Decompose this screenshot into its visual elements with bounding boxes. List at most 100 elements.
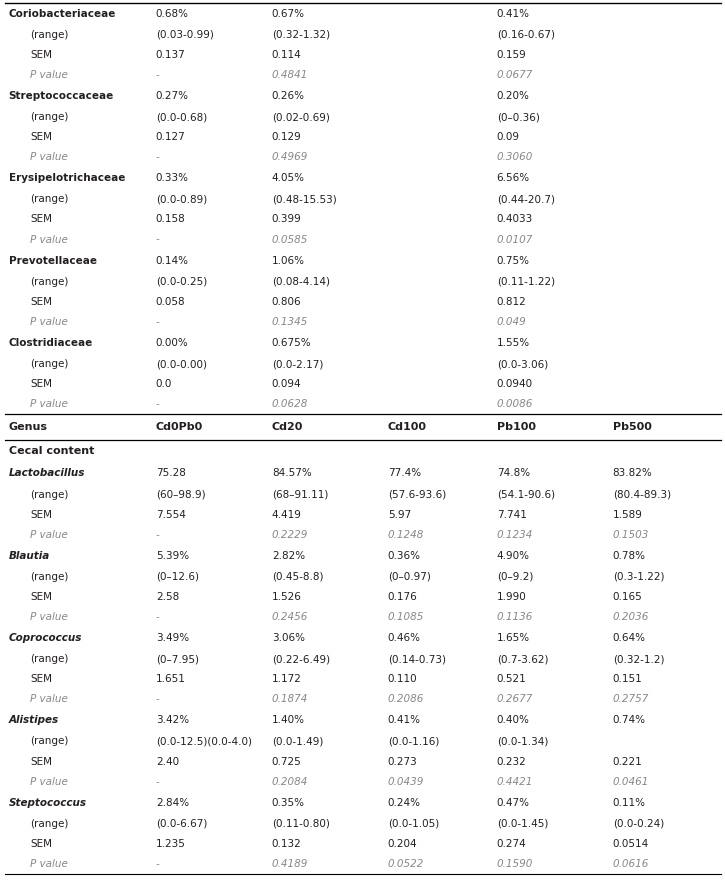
Text: 0.4189: 0.4189 xyxy=(272,859,308,869)
Text: (0.0-1.05): (0.0-1.05) xyxy=(388,818,439,829)
Text: 0.137: 0.137 xyxy=(156,50,186,60)
Text: 0.36%: 0.36% xyxy=(388,551,421,560)
Text: 0.521: 0.521 xyxy=(497,674,526,685)
Text: 0.399: 0.399 xyxy=(272,214,302,225)
Text: SEM: SEM xyxy=(30,297,52,307)
Text: (range): (range) xyxy=(30,490,69,500)
Text: -: - xyxy=(156,70,160,80)
Text: Streptococcaceae: Streptococcaceae xyxy=(9,91,114,101)
Text: 0.4033: 0.4033 xyxy=(497,214,533,225)
Text: Coprococcus: Coprococcus xyxy=(9,633,82,643)
Text: SEM: SEM xyxy=(30,214,52,225)
Text: (0–0.97): (0–0.97) xyxy=(388,572,431,581)
Text: 1.06%: 1.06% xyxy=(272,255,305,266)
Text: 74.8%: 74.8% xyxy=(497,469,530,478)
Text: 7.741: 7.741 xyxy=(497,509,526,520)
Text: SEM: SEM xyxy=(30,674,52,685)
Text: SEM: SEM xyxy=(30,50,52,60)
Text: (0.48-15.53): (0.48-15.53) xyxy=(272,195,336,204)
Text: 0.274: 0.274 xyxy=(497,839,526,848)
Text: 1.990: 1.990 xyxy=(497,592,526,602)
Text: 0.1874: 0.1874 xyxy=(272,694,308,704)
Text: 0.14%: 0.14% xyxy=(156,255,189,266)
Text: (0.11-1.22): (0.11-1.22) xyxy=(497,277,555,286)
Text: (0–7.95): (0–7.95) xyxy=(156,654,199,664)
Text: (0.0-0.68): (0.0-0.68) xyxy=(156,112,207,122)
Text: (0–9.2): (0–9.2) xyxy=(497,572,533,581)
Text: SEM: SEM xyxy=(30,839,52,848)
Text: 2.58: 2.58 xyxy=(156,592,179,602)
Text: 0.00%: 0.00% xyxy=(156,338,188,348)
Text: (range): (range) xyxy=(30,277,69,286)
Text: 0.049: 0.049 xyxy=(497,317,526,327)
Text: (0.08-4.14): (0.08-4.14) xyxy=(272,277,330,286)
Text: P value: P value xyxy=(30,70,68,80)
Text: 0.0514: 0.0514 xyxy=(613,839,649,848)
Text: Pb100: Pb100 xyxy=(497,422,536,433)
Text: 0.151: 0.151 xyxy=(613,674,642,685)
Text: 0.132: 0.132 xyxy=(272,839,302,848)
Text: (0.0-1.49): (0.0-1.49) xyxy=(272,737,323,746)
Text: (0–0.36): (0–0.36) xyxy=(497,112,539,122)
Text: (range): (range) xyxy=(30,737,69,746)
Text: 77.4%: 77.4% xyxy=(388,469,421,478)
Text: 0.41%: 0.41% xyxy=(388,715,421,725)
Text: 0.0: 0.0 xyxy=(156,379,173,389)
Text: 1.235: 1.235 xyxy=(156,839,186,848)
Text: 0.2456: 0.2456 xyxy=(272,612,308,622)
Text: SEM: SEM xyxy=(30,379,52,389)
Text: (60–98.9): (60–98.9) xyxy=(156,490,205,500)
Text: Cd20: Cd20 xyxy=(272,422,303,433)
Text: 0.1248: 0.1248 xyxy=(388,529,424,540)
Text: 83.82%: 83.82% xyxy=(613,469,652,478)
Text: (range): (range) xyxy=(30,30,69,40)
Text: Steptococcus: Steptococcus xyxy=(9,797,87,808)
Text: 0.273: 0.273 xyxy=(388,757,418,766)
Text: 0.0616: 0.0616 xyxy=(613,859,649,869)
Text: -: - xyxy=(156,612,160,622)
Text: P value: P value xyxy=(30,399,68,409)
Text: 4.419: 4.419 xyxy=(272,509,302,520)
Text: -: - xyxy=(156,859,160,869)
Text: Prevotellaceae: Prevotellaceae xyxy=(9,255,96,266)
Text: (0.16-0.67): (0.16-0.67) xyxy=(497,30,555,40)
Text: P value: P value xyxy=(30,859,68,869)
Text: -: - xyxy=(156,234,160,245)
Text: 0.0628: 0.0628 xyxy=(272,399,308,409)
Text: P value: P value xyxy=(30,317,68,327)
Text: (0.0-1.34): (0.0-1.34) xyxy=(497,737,548,746)
Text: 84.57%: 84.57% xyxy=(272,469,312,478)
Text: 0.33%: 0.33% xyxy=(156,174,189,183)
Text: 0.68%: 0.68% xyxy=(156,9,189,19)
Text: P value: P value xyxy=(30,612,68,622)
Text: 0.2229: 0.2229 xyxy=(272,529,308,540)
Text: (range): (range) xyxy=(30,572,69,581)
Text: 0.159: 0.159 xyxy=(497,50,526,60)
Text: SEM: SEM xyxy=(30,509,52,520)
Text: 0.0522: 0.0522 xyxy=(388,859,424,869)
Text: 0.232: 0.232 xyxy=(497,757,526,766)
Text: Erysipelotrichaceae: Erysipelotrichaceae xyxy=(9,174,125,183)
Text: 3.06%: 3.06% xyxy=(272,633,305,643)
Text: SEM: SEM xyxy=(30,757,52,766)
Text: Coriobacteriaceae: Coriobacteriaceae xyxy=(9,9,116,19)
Text: 0.0461: 0.0461 xyxy=(613,776,649,787)
Text: 1.172: 1.172 xyxy=(272,674,302,685)
Text: 0.27%: 0.27% xyxy=(156,91,189,101)
Text: -: - xyxy=(156,529,160,540)
Text: 0.058: 0.058 xyxy=(156,297,186,307)
Text: 0.0940: 0.0940 xyxy=(497,379,533,389)
Text: SEM: SEM xyxy=(30,592,52,602)
Text: 0.24%: 0.24% xyxy=(388,797,421,808)
Text: (range): (range) xyxy=(30,359,69,369)
Text: 0.176: 0.176 xyxy=(388,592,418,602)
Text: SEM: SEM xyxy=(30,132,52,142)
Text: -: - xyxy=(156,694,160,704)
Text: (0.44-20.7): (0.44-20.7) xyxy=(497,195,555,204)
Text: 0.165: 0.165 xyxy=(613,592,642,602)
Text: P value: P value xyxy=(30,152,68,162)
Text: 1.589: 1.589 xyxy=(613,509,642,520)
Text: 0.40%: 0.40% xyxy=(497,715,529,725)
Text: 0.46%: 0.46% xyxy=(388,633,421,643)
Text: (54.1-90.6): (54.1-90.6) xyxy=(497,490,555,500)
